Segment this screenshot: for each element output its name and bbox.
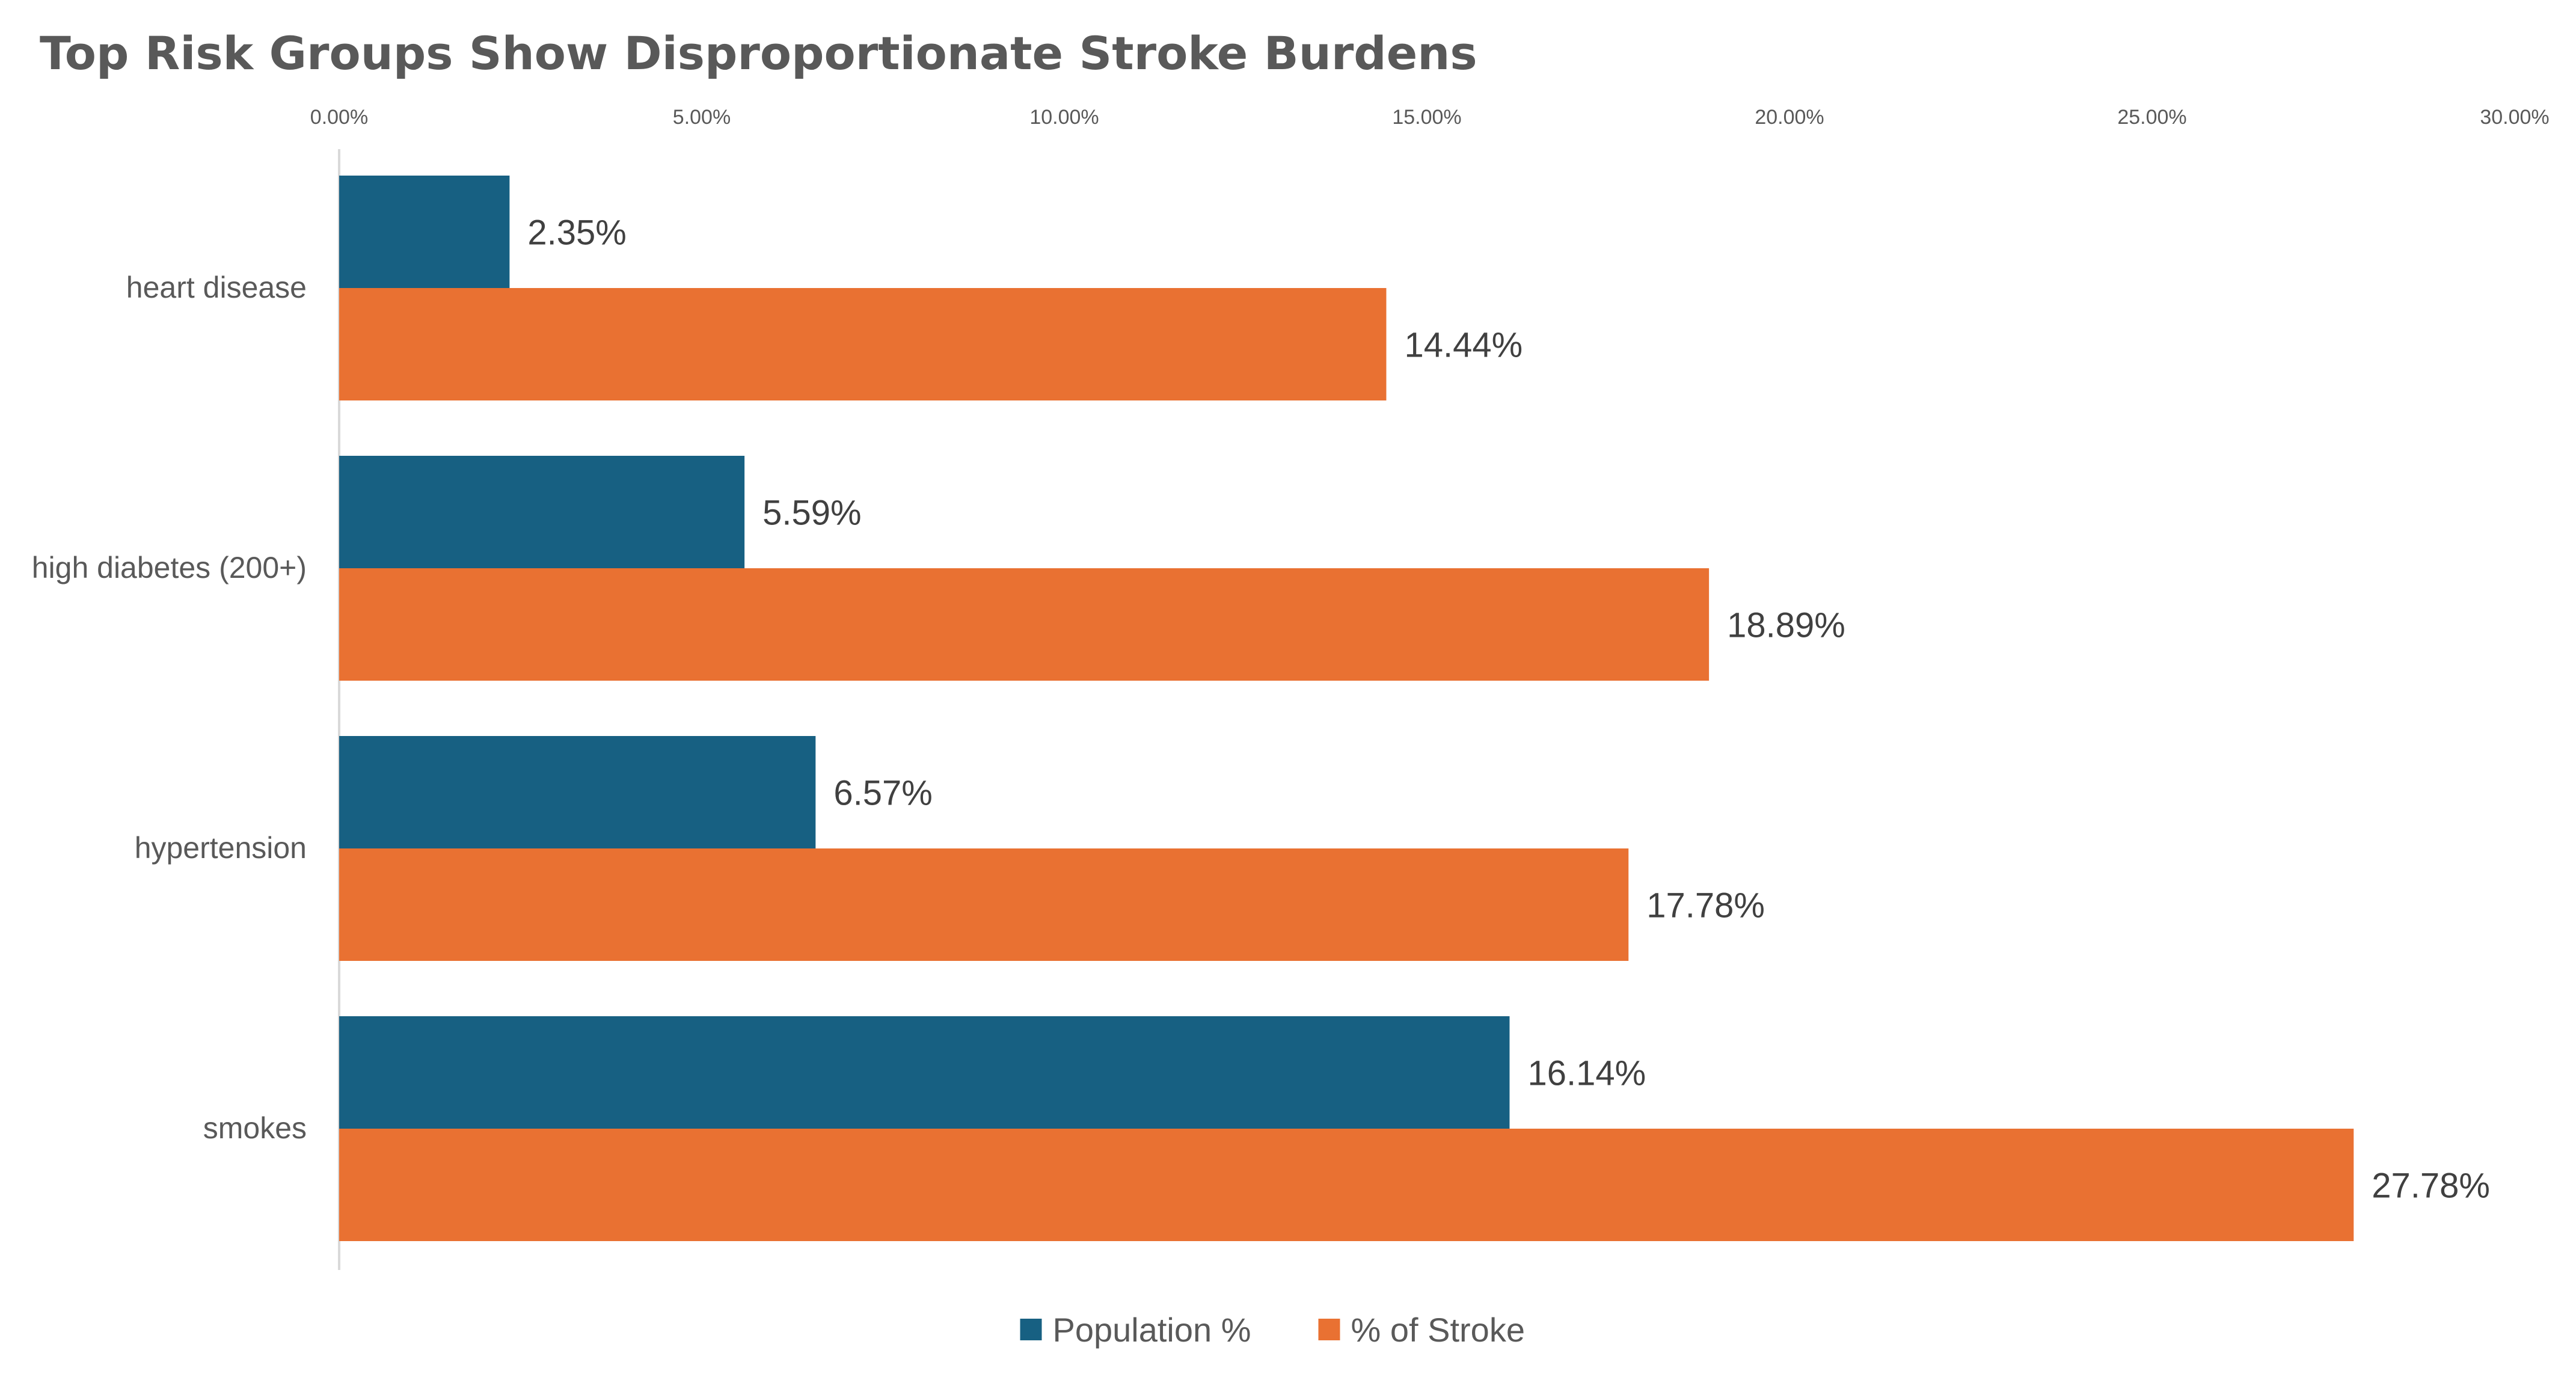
y-tick-label: hypertension: [135, 831, 307, 865]
bar: [339, 848, 1629, 961]
bar: [339, 1016, 1510, 1129]
legend-label: Population %: [1053, 1311, 1251, 1349]
data-label: 14.44%: [1404, 326, 1523, 365]
bar: [339, 176, 510, 288]
bar: [339, 288, 1387, 400]
data-label: 18.89%: [1727, 606, 1845, 645]
y-tick-label: smokes: [203, 1111, 307, 1145]
data-label: 6.57%: [833, 774, 932, 813]
bar: [339, 456, 745, 568]
data-label: 16.14%: [1527, 1054, 1646, 1093]
x-tick-label: 15.00%: [1392, 106, 1461, 129]
legend: Population % % of Stroke: [1020, 1311, 1525, 1349]
data-labels: 2.35% 14.44% 5.59% 18.89% 6.57% 17.78% 16.14% 2…: [527, 213, 2490, 1206]
data-label: 2.35%: [527, 213, 626, 253]
bars: [339, 176, 2354, 1241]
data-label: 27.78%: [2372, 1167, 2490, 1206]
x-tick-label: 0.00%: [310, 106, 368, 129]
legend-swatch: [1020, 1319, 1042, 1340]
legend-swatch: [1318, 1319, 1340, 1340]
y-tick-label: heart disease: [126, 271, 307, 304]
x-tick-label: 5.00%: [673, 106, 731, 129]
x-axis: 0.00% 5.00% 10.00% 15.00% 20.00% 25.00% 30.00%: [310, 106, 2550, 129]
y-axis: heart disease high diabetes (200+) hyperte…: [32, 271, 307, 1145]
bar: [339, 568, 1710, 681]
y-tick-label: high diabetes (200+): [32, 551, 307, 584]
data-label: 17.78%: [1646, 886, 1765, 925]
chart-title: Top Risk Groups Show Disproportionate St…: [40, 26, 1477, 80]
legend-label: % of Stroke: [1351, 1311, 1525, 1349]
x-tick-label: 10.00%: [1029, 106, 1099, 129]
x-tick-label: 25.00%: [2117, 106, 2186, 129]
data-label: 5.59%: [762, 494, 861, 533]
bar: [339, 736, 816, 848]
x-tick-label: 20.00%: [1755, 106, 1824, 129]
bar: [339, 1129, 2354, 1241]
x-tick-label: 30.00%: [2480, 106, 2549, 129]
